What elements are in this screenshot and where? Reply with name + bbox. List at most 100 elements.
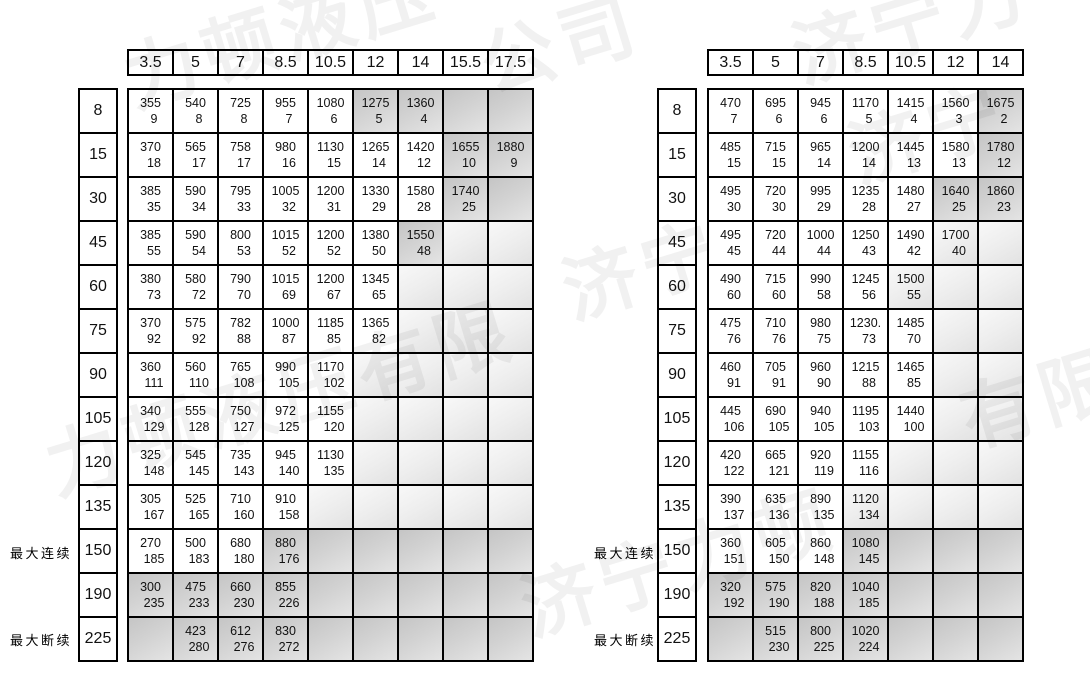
max-continuous-label-right: 最大连续: [594, 546, 657, 561]
left-table-cell: [398, 309, 443, 353]
right-table-cell: 1480 27: [888, 177, 933, 221]
right-table-cell: 820 188: [798, 573, 843, 617]
left-table-cell: 1380 50: [353, 221, 398, 265]
right-table-cell: 1560 3: [933, 89, 978, 133]
left-table-cell: [443, 529, 488, 573]
right-table-cell: 690 105: [753, 397, 798, 441]
left-table-row-header: 90: [79, 353, 117, 397]
right-table-cell: 1245 56: [843, 265, 888, 309]
right-table-cell: 360 151: [708, 529, 753, 573]
left-table-cell: 945 140: [263, 441, 308, 485]
left-table-cell: 555 128: [173, 397, 218, 441]
right-table-cell: [933, 617, 978, 661]
right-table-cell: 1445 13: [888, 133, 933, 177]
right-table-cell: 800 225: [798, 617, 843, 661]
right-table-cell: 1040 185: [843, 573, 888, 617]
left-table-cell: 423 280: [173, 617, 218, 661]
right-table-cell: [708, 617, 753, 661]
left-table-cell: 385 55: [128, 221, 173, 265]
left-table-cell: [353, 397, 398, 441]
left-table-cell: 955 7: [263, 89, 308, 133]
right-table-column-header: 5: [753, 50, 798, 75]
left-table-cell: 580 72: [173, 265, 218, 309]
right-table-column-header: 14: [978, 50, 1023, 75]
left-table-cell: [398, 617, 443, 661]
left-table-cell: [308, 573, 353, 617]
right-table-cell: [933, 573, 978, 617]
left-table-cell: [443, 265, 488, 309]
right-table-cell: 1440 100: [888, 397, 933, 441]
right-table-cell: [888, 573, 933, 617]
left-table-cell: [488, 353, 533, 397]
max-continuous-label-left: 最大连续: [10, 546, 73, 561]
right-table-cell: [978, 353, 1023, 397]
right-table-cell: [978, 617, 1023, 661]
left-table-cell: 1200 67: [308, 265, 353, 309]
left-table-cell: [488, 309, 533, 353]
right-table-cell: 1250 43: [843, 221, 888, 265]
left-table-cell: [488, 573, 533, 617]
right-table-row-header: 75: [658, 309, 696, 353]
left-table-cell: 380 73: [128, 265, 173, 309]
left-table-cell: 340 129: [128, 397, 173, 441]
left-table-cell: 1015 69: [263, 265, 308, 309]
left-table-cell: [353, 353, 398, 397]
left-table-cell: 540 8: [173, 89, 218, 133]
right-table-cell: [933, 353, 978, 397]
left-table-cell: 1000 87: [263, 309, 308, 353]
left-table-cell: 1200 52: [308, 221, 353, 265]
left-table-cell: 1580 28: [398, 177, 443, 221]
left-table-cell: 680 180: [218, 529, 263, 573]
left-table-cell: 750 127: [218, 397, 263, 441]
right-table-row-header: 8: [658, 89, 696, 133]
left-table-row-header-column: 8 15 30 45 60 75 90 105 120 135 150 190 225: [78, 88, 118, 662]
right-table-cell: 460 91: [708, 353, 753, 397]
left-table-cell: [353, 485, 398, 529]
left-table-cell: 325 148: [128, 441, 173, 485]
left-table-cell: [398, 485, 443, 529]
left-table-cell: [398, 529, 443, 573]
right-table-cell: [978, 485, 1023, 529]
right-table-row-header: 135: [658, 485, 696, 529]
left-table-cell: [443, 485, 488, 529]
left-table-cell: 1170 102: [308, 353, 353, 397]
right-table-cell: 1490 42: [888, 221, 933, 265]
left-table-cell: [443, 89, 488, 133]
left-table-cell: 1365 82: [353, 309, 398, 353]
left-table-cell: 575 92: [173, 309, 218, 353]
right-table-cell: [888, 441, 933, 485]
left-table-column-header: 12: [353, 50, 398, 75]
left-table-cell: [488, 441, 533, 485]
right-table-cell: 1170 5: [843, 89, 888, 133]
left-table-cell: 735 143: [218, 441, 263, 485]
max-intermittent-label-left: 最大断续: [10, 633, 73, 648]
right-table-row-header-column: 8 15 30 45 60 75 90 105 120 135 150 190 225: [657, 88, 697, 662]
right-table-cell: 1860 23: [978, 177, 1023, 221]
right-table-row-header: 45: [658, 221, 696, 265]
right-table-row-header: 105: [658, 397, 696, 441]
left-table-cell: [488, 177, 533, 221]
left-table-cell: [443, 221, 488, 265]
left-table-cell: 710 160: [218, 485, 263, 529]
left-table-cell: 1740 25: [443, 177, 488, 221]
right-table-cell: 1000 44: [798, 221, 843, 265]
left-table-cell: 910 158: [263, 485, 308, 529]
right-table-cell: [978, 529, 1023, 573]
left-table-cell: 1200 31: [308, 177, 353, 221]
left-table-cell: [488, 529, 533, 573]
right-table-cell: [888, 485, 933, 529]
left-table-cell: 980 16: [263, 133, 308, 177]
left-table-cell: 1330 29: [353, 177, 398, 221]
right-table-cell: 965 14: [798, 133, 843, 177]
left-table-cell: 560 110: [173, 353, 218, 397]
left-table-cell: 790 70: [218, 265, 263, 309]
left-table-column-header: 8.5: [263, 50, 308, 75]
left-table-cell: 270 185: [128, 529, 173, 573]
right-table-cell: 1235 28: [843, 177, 888, 221]
left-table-cell: 972 125: [263, 397, 308, 441]
left-table-column-header: 3.5: [128, 50, 173, 75]
left-table-cell: 385 35: [128, 177, 173, 221]
right-table-cell: 945 6: [798, 89, 843, 133]
left-table-row-header: 8: [79, 89, 117, 133]
left-table-row-header: 15: [79, 133, 117, 177]
